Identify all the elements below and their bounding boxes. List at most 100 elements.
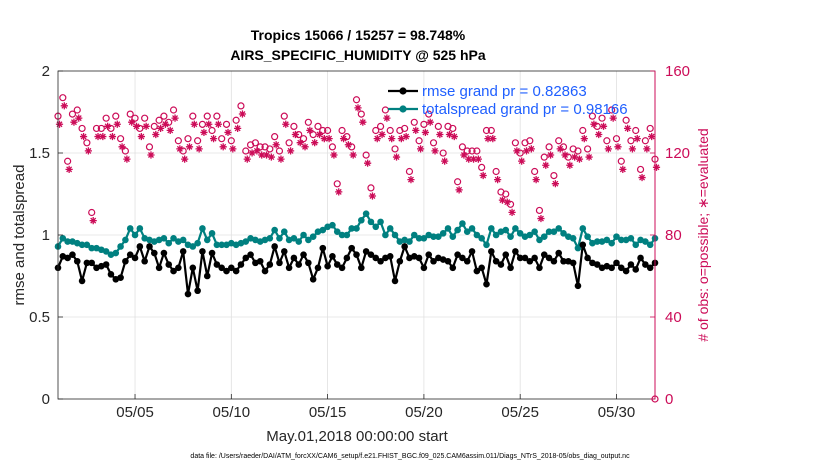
totalspread-point bbox=[444, 225, 452, 232]
obs-possible-point bbox=[376, 122, 385, 131]
obs-possible-point bbox=[405, 167, 414, 176]
totalspread-point bbox=[430, 233, 437, 240]
totalspread-point bbox=[435, 233, 442, 240]
obs-evaluated-point bbox=[431, 147, 439, 155]
obs-possible-point bbox=[458, 143, 467, 151]
totalspread-point bbox=[560, 230, 567, 237]
obs-possible-point bbox=[526, 137, 534, 145]
rmse-point bbox=[353, 251, 360, 258]
rmse-point bbox=[324, 262, 331, 270]
rmse-point bbox=[444, 257, 452, 265]
totalspread-point bbox=[295, 238, 303, 245]
totalspread-point bbox=[410, 231, 418, 239]
rmse-point bbox=[391, 277, 399, 285]
obs-possible-point bbox=[92, 124, 101, 133]
totalspread-point bbox=[122, 236, 129, 244]
obs-evaluated-point bbox=[330, 151, 338, 159]
rmse-point bbox=[276, 259, 283, 267]
totalspread-point bbox=[555, 225, 563, 232]
obs-evaluated-point bbox=[445, 130, 454, 139]
totalspread-point bbox=[189, 243, 197, 250]
obs-possible-point bbox=[145, 143, 154, 151]
obs-evaluated-point bbox=[494, 176, 502, 184]
obs-evaluated-point bbox=[190, 120, 198, 128]
legend-spread-marker bbox=[399, 105, 407, 113]
rmse-point bbox=[126, 251, 134, 258]
rmse-point bbox=[218, 264, 225, 272]
rmse-point bbox=[305, 259, 312, 267]
x-tick-label: 05/25 bbox=[501, 404, 539, 421]
rmse-point bbox=[271, 243, 278, 250]
obs-possible-point bbox=[218, 135, 226, 143]
obs-evaluated-point bbox=[421, 128, 430, 137]
obs-evaluated-point bbox=[214, 120, 222, 128]
obs-possible-point bbox=[112, 112, 120, 120]
obs-possible-point bbox=[487, 126, 495, 135]
totalspread-point bbox=[439, 230, 447, 237]
obs-possible-point bbox=[121, 147, 130, 155]
rmse-point bbox=[102, 261, 110, 268]
obs-possible-point bbox=[429, 139, 438, 147]
obs-evaluated-point bbox=[595, 130, 603, 139]
rmse-point bbox=[150, 249, 158, 257]
obs-evaluated-point bbox=[128, 118, 136, 126]
obs-possible-point bbox=[237, 102, 245, 110]
rmse-point bbox=[338, 264, 346, 272]
chart-title-line1: Tropics 15066 / 15257 = 98.748% bbox=[251, 27, 466, 43]
obs-evaluated-point bbox=[614, 143, 622, 151]
rmse-point bbox=[492, 257, 500, 265]
obs-possible-point bbox=[608, 106, 616, 114]
rmse-point bbox=[107, 271, 115, 278]
rmse-point bbox=[295, 261, 303, 268]
totalspread-point bbox=[646, 241, 654, 249]
rmse-point bbox=[358, 264, 365, 272]
totalspread-point bbox=[199, 225, 206, 232]
obs-evaluated-point bbox=[441, 157, 449, 165]
obs-evaluated-point bbox=[571, 153, 579, 161]
totalspread-point bbox=[613, 233, 620, 240]
obs-evaluated-point bbox=[489, 135, 497, 143]
obs-possible-point bbox=[227, 137, 235, 145]
totalspread-point bbox=[579, 225, 587, 232]
totalspread-point bbox=[391, 231, 399, 239]
totalspread-point bbox=[78, 241, 86, 249]
obs-evaluated-point bbox=[195, 145, 203, 153]
obs-possible-point bbox=[256, 143, 264, 151]
rmse-point bbox=[627, 261, 635, 268]
totalspread-point bbox=[454, 226, 461, 234]
rmse-point bbox=[285, 264, 293, 272]
obs-evaluated-point bbox=[55, 120, 64, 128]
x-tick-label: 05/05 bbox=[116, 404, 154, 421]
obs-possible-point bbox=[588, 112, 597, 120]
obs-evaluated-point bbox=[157, 124, 165, 132]
rmse-point bbox=[155, 264, 163, 272]
rmse-point bbox=[88, 259, 96, 267]
rmse-point bbox=[319, 244, 327, 252]
obs-evaluated-point bbox=[311, 139, 319, 147]
rmse-point bbox=[247, 251, 254, 258]
totalspread-point bbox=[333, 228, 341, 236]
obs-evaluated-point bbox=[498, 196, 507, 204]
obs-possible-point bbox=[627, 137, 635, 145]
obs-evaluated-point bbox=[238, 110, 247, 118]
obs-evaluated-point bbox=[108, 132, 117, 141]
obs-possible-point bbox=[242, 147, 250, 155]
rmse-point bbox=[526, 257, 534, 265]
obs-possible-point bbox=[468, 147, 476, 155]
obs-possible-point bbox=[555, 137, 563, 145]
obs-evaluated-point bbox=[286, 147, 295, 155]
obs-possible-point bbox=[535, 206, 544, 215]
obs-possible-point bbox=[83, 139, 91, 147]
obs-possible-point bbox=[420, 120, 428, 128]
obs-evaluated-point bbox=[272, 141, 280, 149]
totalspread-point bbox=[617, 236, 625, 244]
totalspread-point bbox=[271, 226, 278, 234]
totalspread-point bbox=[242, 238, 250, 245]
obs-possible-point bbox=[131, 114, 139, 122]
obs-evaluated-point bbox=[359, 118, 367, 126]
obs-possible-point bbox=[271, 133, 279, 141]
rmse-point bbox=[261, 267, 269, 275]
obs-possible-point bbox=[540, 153, 548, 161]
y-left-tick-label: 0 bbox=[42, 391, 50, 408]
obs-evaluated-point bbox=[296, 139, 304, 147]
